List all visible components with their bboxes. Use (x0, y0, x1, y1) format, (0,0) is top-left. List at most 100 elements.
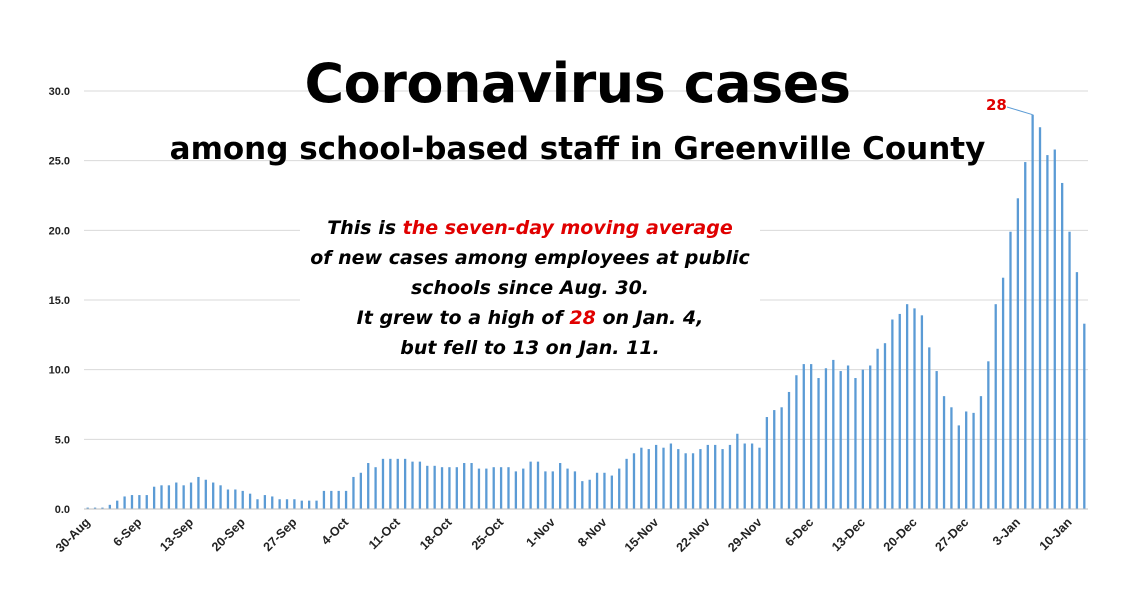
bar (322, 490, 326, 509)
bar (160, 485, 163, 509)
bar (352, 476, 355, 509)
bar (300, 500, 303, 509)
bar (1068, 231, 1071, 510)
bar (736, 433, 739, 509)
bar (780, 407, 783, 509)
bar (706, 444, 709, 509)
y-tick-label: 10.0 (49, 365, 70, 377)
x-tick-label: 11-Oct (366, 515, 404, 553)
bar (817, 378, 820, 509)
bar (928, 347, 931, 509)
bar (145, 495, 148, 509)
bar (603, 472, 606, 509)
bar (846, 365, 850, 509)
x-tick-label: 30-Aug (53, 515, 93, 555)
x-tick-label: 18-Oct (417, 515, 455, 553)
bar (728, 444, 732, 509)
bar (455, 467, 458, 509)
bar (440, 467, 444, 509)
bar (610, 475, 613, 509)
bar (101, 507, 104, 509)
bar (677, 449, 680, 509)
bar (189, 482, 193, 509)
bar (802, 364, 805, 509)
bar (861, 369, 864, 509)
bar (625, 458, 628, 509)
bar (130, 495, 134, 509)
y-tick-label: 20.0 (49, 225, 70, 237)
bar (389, 458, 392, 509)
bar (167, 485, 171, 509)
bar (773, 410, 776, 509)
bar (514, 471, 518, 509)
bar (721, 449, 724, 509)
bar (994, 304, 997, 509)
bar (795, 375, 798, 509)
bar (787, 391, 791, 509)
bar (418, 461, 422, 509)
note-highlight: the seven-day moving average (402, 217, 733, 239)
bar (263, 495, 267, 509)
bar (212, 482, 215, 509)
x-tick-labels: 30-Aug 6-Sep 13-Sep 20-Sep 27-Sep 4-Oct 11-Oct… (53, 515, 1075, 555)
x-tick-label: 25-Oct (469, 515, 507, 553)
bar (93, 507, 97, 509)
y-tick-label: 30.0 (49, 86, 70, 98)
bar (883, 343, 887, 509)
bar (743, 443, 746, 509)
bar (876, 348, 879, 509)
bar (308, 500, 311, 509)
bar (293, 499, 296, 509)
note-line-4: It grew to a high of 28 on Jan. 4, (300, 303, 760, 333)
bar (374, 467, 377, 509)
bar (1075, 272, 1079, 509)
bar (691, 453, 695, 509)
x-tick-label: 13-Dec (829, 515, 868, 554)
bar (522, 468, 525, 509)
y-tick-label: 5.0 (55, 434, 70, 446)
bar (256, 499, 259, 509)
note-line-3: schools since Aug. 30. (410, 277, 650, 299)
bar (108, 504, 111, 509)
bar (1046, 155, 1049, 509)
note-line-1: This is the seven-day moving average (300, 213, 760, 243)
y-tick-label: 0.0 (55, 504, 70, 516)
bar (116, 500, 119, 509)
bar (226, 489, 230, 509)
bar (1016, 198, 1020, 510)
x-tick-label: 8-Nov (575, 515, 609, 549)
bar (595, 472, 599, 509)
bar (654, 444, 658, 509)
bar (344, 490, 348, 509)
y-tick-label: 15.0 (49, 295, 70, 307)
bar (219, 485, 222, 509)
y-tick-label: 25.0 (49, 156, 70, 168)
x-tick-label: 29-Nov (725, 515, 764, 554)
bar (175, 482, 178, 509)
bar (839, 371, 842, 509)
bar (241, 490, 244, 509)
bar (942, 396, 946, 509)
bar (920, 315, 924, 509)
bar (529, 461, 532, 509)
bar (581, 481, 584, 509)
y-tick-labels: 0.0 5.0 10.0 15.0 20.0 25.0 30.0 (49, 86, 70, 516)
bar (965, 411, 968, 509)
x-tick-label: 20-Sep (209, 515, 248, 554)
bar (315, 500, 318, 509)
bar (330, 490, 333, 509)
x-tick-label: 4-Oct (319, 515, 352, 548)
bar (1061, 182, 1064, 509)
bar (499, 467, 503, 509)
bar (507, 467, 510, 509)
bar (684, 453, 687, 509)
x-tick-label: 13-Sep (157, 515, 196, 554)
bar (869, 365, 872, 509)
bar (1024, 162, 1027, 509)
x-tick-label: 20-Dec (881, 515, 920, 554)
bar (463, 463, 466, 509)
x-tick-label: 1-Nov (523, 515, 557, 549)
bar (551, 471, 554, 509)
x-tick-label: 22-Nov (674, 515, 713, 554)
